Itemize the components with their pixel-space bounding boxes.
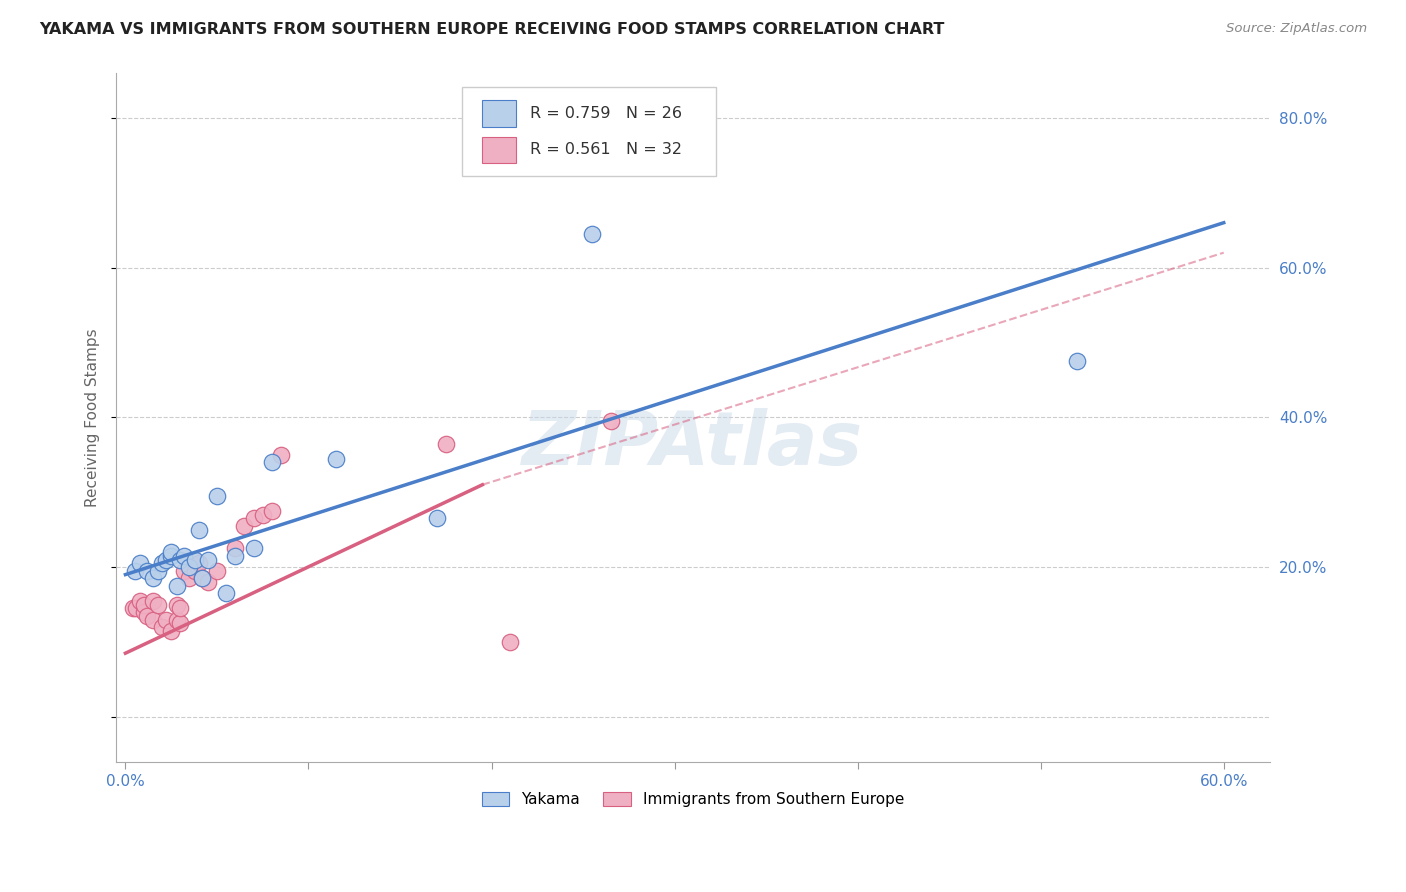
Point xyxy=(142,613,165,627)
Point xyxy=(191,571,214,585)
Text: Source: ZipAtlas.com: Source: ZipAtlas.com xyxy=(1226,22,1367,36)
FancyBboxPatch shape xyxy=(482,136,516,163)
Point xyxy=(191,571,214,585)
Point xyxy=(581,227,603,241)
Point xyxy=(142,594,165,608)
Point xyxy=(160,549,183,563)
Point xyxy=(160,545,183,559)
Point xyxy=(242,541,264,556)
Point xyxy=(197,575,219,590)
Point xyxy=(179,571,201,585)
Point xyxy=(129,557,152,571)
Text: ZIPAtlas: ZIPAtlas xyxy=(522,409,863,482)
Point xyxy=(150,620,173,634)
Point xyxy=(270,448,292,462)
Point xyxy=(166,598,188,612)
Point xyxy=(434,436,457,450)
Text: R = 0.561   N = 32: R = 0.561 N = 32 xyxy=(530,143,682,157)
Point xyxy=(148,564,170,578)
Y-axis label: Receiving Food Stamps: Receiving Food Stamps xyxy=(86,328,100,507)
Point xyxy=(184,564,207,578)
Point xyxy=(169,616,191,631)
Point xyxy=(499,635,522,649)
Point xyxy=(155,552,177,566)
FancyBboxPatch shape xyxy=(482,101,516,127)
Point xyxy=(252,508,274,522)
Point xyxy=(148,598,170,612)
Point xyxy=(169,552,191,566)
Point xyxy=(166,613,188,627)
FancyBboxPatch shape xyxy=(463,87,716,177)
Point xyxy=(121,601,143,615)
Point xyxy=(242,511,264,525)
Point xyxy=(166,579,188,593)
Point xyxy=(325,451,347,466)
Point xyxy=(160,624,183,638)
Point xyxy=(1066,354,1088,368)
Point xyxy=(224,541,246,556)
Point xyxy=(599,414,621,428)
Point xyxy=(155,613,177,627)
Point xyxy=(184,552,207,566)
Point xyxy=(129,594,152,608)
Point xyxy=(197,552,219,566)
Text: YAKAMA VS IMMIGRANTS FROM SOUTHERN EUROPE RECEIVING FOOD STAMPS CORRELATION CHAR: YAKAMA VS IMMIGRANTS FROM SOUTHERN EUROP… xyxy=(39,22,945,37)
Point xyxy=(224,549,246,563)
Point xyxy=(205,564,228,578)
Point xyxy=(426,511,449,525)
Point xyxy=(142,571,165,585)
Point xyxy=(173,564,195,578)
Point xyxy=(132,598,155,612)
Point xyxy=(260,455,283,469)
Point xyxy=(260,504,283,518)
Point xyxy=(125,601,148,615)
Point xyxy=(132,605,155,619)
Point xyxy=(205,489,228,503)
Text: R = 0.759   N = 26: R = 0.759 N = 26 xyxy=(530,106,682,121)
Point xyxy=(179,560,201,574)
Point xyxy=(187,523,209,537)
Point xyxy=(233,519,256,533)
Point xyxy=(124,564,146,578)
Point xyxy=(187,557,209,571)
Point xyxy=(136,564,159,578)
Legend: Yakama, Immigrants from Southern Europe: Yakama, Immigrants from Southern Europe xyxy=(474,784,911,814)
Point xyxy=(169,601,191,615)
Point xyxy=(215,586,238,600)
Point xyxy=(173,549,195,563)
Point xyxy=(136,608,159,623)
Point xyxy=(150,557,173,571)
